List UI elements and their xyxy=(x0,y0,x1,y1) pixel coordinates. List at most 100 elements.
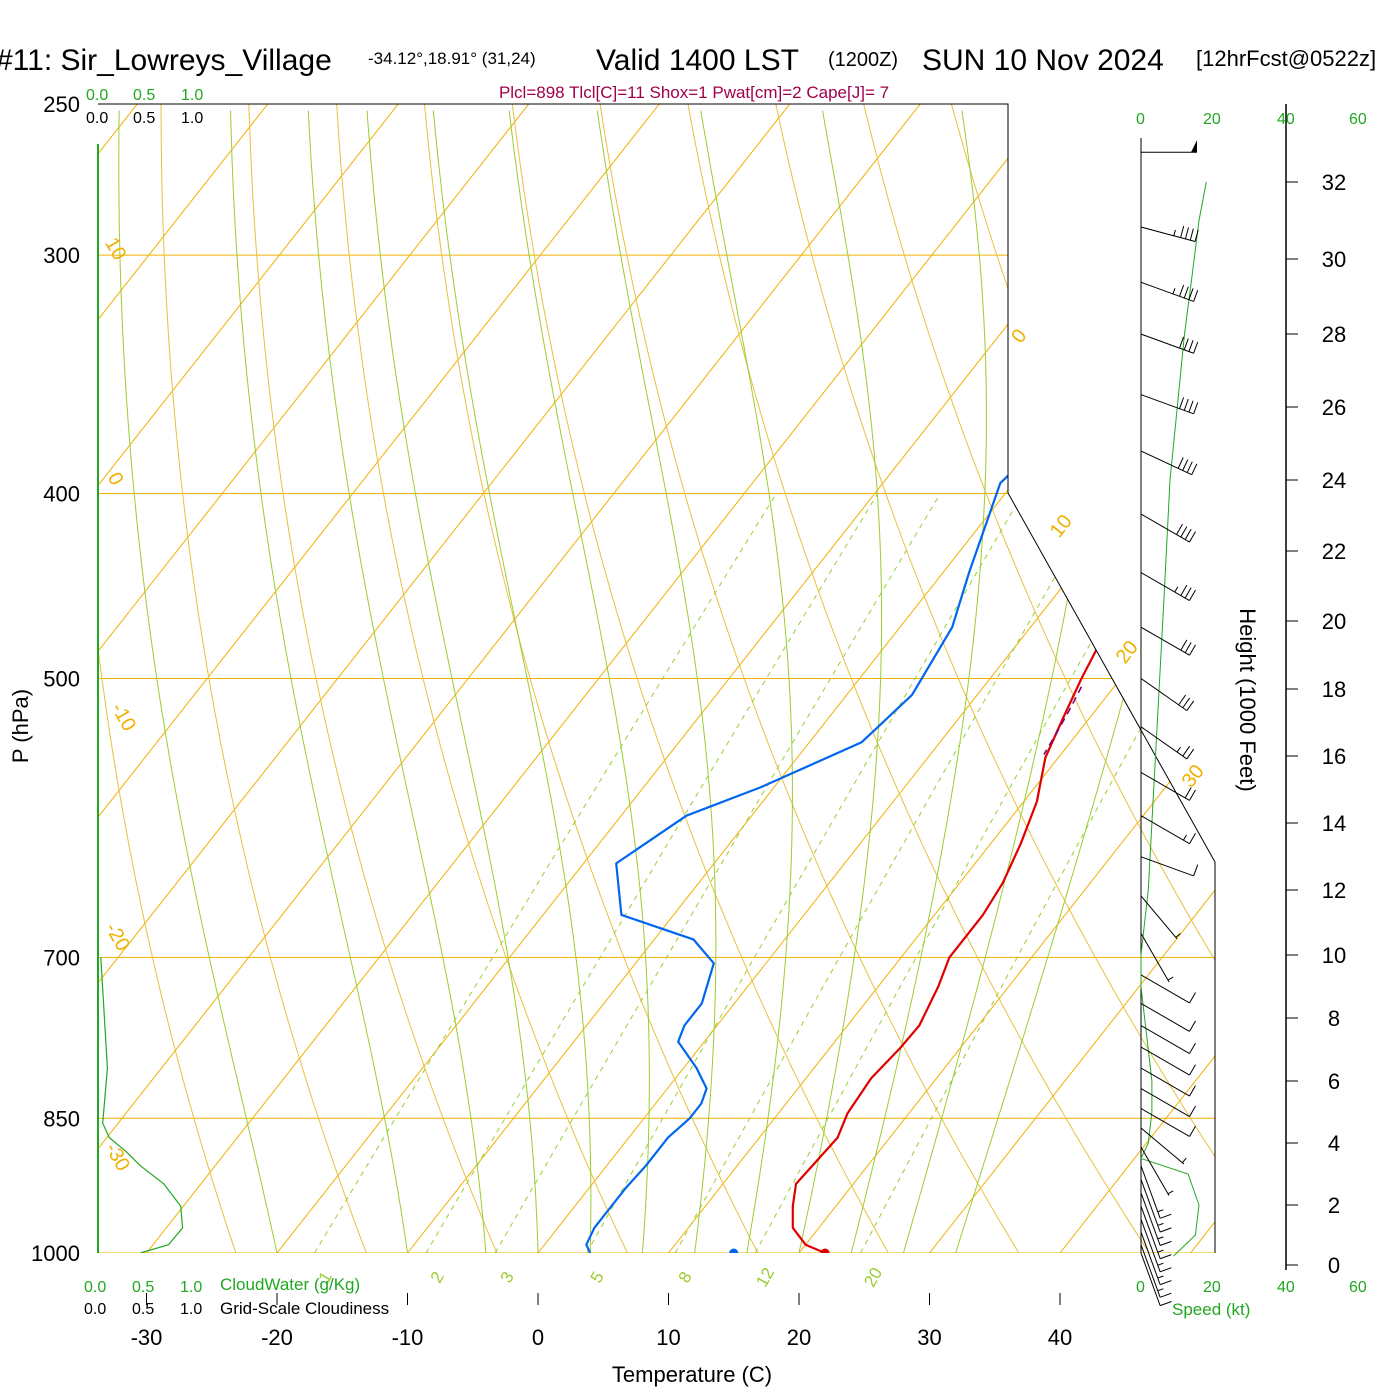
wind-barb-staff xyxy=(1140,1127,1185,1165)
wind-barb xyxy=(1140,513,1196,543)
mixing-ratio-line-1 xyxy=(314,493,777,1253)
pressure-tick-label-500: 500 xyxy=(43,667,80,692)
isotherm-0 xyxy=(537,104,1215,1253)
wind-barb xyxy=(1140,225,1199,242)
height-tick-label-4: 4 xyxy=(1328,1131,1340,1156)
pressure-tick-label-300: 300 xyxy=(43,243,80,268)
wind-barb-half-flag xyxy=(1157,1288,1164,1292)
isotherm-20 xyxy=(798,104,1215,1253)
wind-barb xyxy=(1140,1192,1172,1246)
bottom-cw-label-0: 0.0 xyxy=(84,1279,106,1296)
height-tick-label-32: 32 xyxy=(1322,170,1346,195)
wind-barb xyxy=(1140,1218,1172,1273)
surface-temperature-marker xyxy=(820,1248,830,1253)
wind-barb xyxy=(1140,726,1195,760)
bottom-cw-title: CloudWater (g/Kg) xyxy=(220,1275,360,1294)
mixing-ratio-line-2 xyxy=(425,493,879,1253)
wind-barb-flag xyxy=(1183,338,1189,351)
wind-speed-profile xyxy=(1140,181,1207,1257)
wind-barb xyxy=(1140,1179,1172,1233)
wind-barb-flag xyxy=(1191,463,1198,475)
wind-barb-staff xyxy=(1140,1088,1190,1117)
wind-barb-staff xyxy=(1140,1165,1161,1219)
moist-adiabat--20 xyxy=(118,110,278,1253)
wind-barb-flag xyxy=(1189,1125,1196,1137)
top-speed-label-0: 0 xyxy=(1136,111,1145,128)
top-cloudiness-scale: 0.0 0.5 1.0 xyxy=(86,110,203,127)
wind-barb-half-flag xyxy=(1157,1275,1164,1279)
wind-barb-flag xyxy=(1180,225,1185,238)
wind-barb xyxy=(1140,1025,1196,1054)
wind-barb xyxy=(1140,1165,1172,1219)
moist-adiabat-12 xyxy=(596,110,717,1253)
bottom-cl-label-2: 1.0 xyxy=(180,1301,202,1318)
wind-barb-flag xyxy=(1186,748,1195,760)
wind-barb-staff xyxy=(1140,771,1190,801)
wind-barb-flag xyxy=(1186,700,1195,711)
bottom-cloudiness-scale: 0.0 0.5 1.0 Grid-Scale Cloudiness xyxy=(84,1299,389,1318)
wind-barb-staff xyxy=(1140,572,1190,601)
wind-barb-half-flag xyxy=(1174,586,1179,593)
isotherm-40 xyxy=(1059,104,1215,1253)
plot-frame xyxy=(97,103,1287,1270)
wind-barb xyxy=(1140,450,1198,476)
wind-barb-staff xyxy=(1140,1252,1161,1306)
height-tick-label-20: 20 xyxy=(1322,609,1346,634)
wind-barb-flag xyxy=(1189,228,1194,241)
bottom-cw-label-1: 0.5 xyxy=(132,1279,154,1296)
valid-time: Valid 1400 LST xyxy=(596,44,799,77)
wind-barb-half-flag xyxy=(1183,834,1187,841)
wind-barb-half-flag xyxy=(1181,1157,1187,1164)
surface-dewpoint-marker xyxy=(729,1248,739,1253)
wind-barb-flag xyxy=(1188,400,1194,413)
moist-adiabat-4 xyxy=(432,110,592,1253)
dry-adiabat-260 xyxy=(160,104,367,1253)
wind-barb-flag xyxy=(1189,992,1196,1004)
wind-barb xyxy=(1140,572,1196,601)
dry-adiabat-330 xyxy=(775,104,1215,1253)
bottom-speed-label-3: 60 xyxy=(1349,1279,1367,1296)
dry-adiabat-270 xyxy=(248,104,498,1253)
wind-panel xyxy=(1140,140,1207,1307)
wind-barb-flag xyxy=(1176,523,1183,535)
wind-barb-half-flag xyxy=(1173,229,1176,236)
height-tick-label-2: 2 xyxy=(1328,1193,1340,1218)
wind-barb-flag xyxy=(1179,397,1185,409)
wind-barb-flag xyxy=(1159,1267,1172,1273)
wind-barb xyxy=(1140,815,1196,845)
height-tick-label-30: 30 xyxy=(1322,247,1346,272)
wind-barb-half-flag xyxy=(1167,1190,1174,1195)
temperature-tick-label-20: 20 xyxy=(787,1325,811,1350)
top-cl-label-1: 0.5 xyxy=(133,110,155,127)
wind-barb-flag xyxy=(1189,589,1196,601)
wind-barb-staff xyxy=(1140,1179,1161,1233)
bottom-speed-scale: 0 20 40 60 Speed (kt) xyxy=(1136,1279,1367,1319)
wind-barb-staff xyxy=(1140,281,1194,302)
bottom-cloud-water-scale: 0.0 0.5 1.0 CloudWater (g/Kg) xyxy=(84,1275,360,1296)
moist-adiabat-0 xyxy=(366,110,539,1253)
wind-barb-flag xyxy=(1159,1254,1172,1260)
wind-barb-half-flag xyxy=(1157,1222,1164,1226)
chart-header: #11: Sir_Lowreys_Village -34.12°,18.91° … xyxy=(0,44,1376,102)
isotherm--70 xyxy=(98,104,530,1253)
temperature-tick-label-40: 40 xyxy=(1048,1325,1072,1350)
wind-barb-flag xyxy=(1177,457,1184,469)
wind-barb-staff xyxy=(1140,933,1170,983)
wind-barb-staff xyxy=(1140,1146,1170,1196)
wind-barb-flag xyxy=(1189,531,1196,543)
isotherm--40 xyxy=(98,104,921,1253)
wind-barb-flag xyxy=(1184,587,1192,599)
wind-barb-staff xyxy=(1140,1108,1190,1137)
top-cl-label-0: 0.0 xyxy=(86,110,108,127)
wind-barb-flag xyxy=(1178,694,1186,706)
wind-barb xyxy=(1140,771,1196,801)
temperature-tick-label-30: 30 xyxy=(917,1325,941,1350)
wind-barb-flag xyxy=(1193,402,1199,414)
wind-barb xyxy=(1140,678,1195,712)
wind-barb-flag xyxy=(1159,1227,1172,1233)
wind-barb xyxy=(1140,974,1196,1004)
top-cw-label-1: 0.5 xyxy=(133,87,155,104)
wind-barb xyxy=(1140,1146,1174,1196)
wind-barb-flag xyxy=(1194,229,1199,242)
top-cw-label-0: 0.0 xyxy=(86,87,108,104)
